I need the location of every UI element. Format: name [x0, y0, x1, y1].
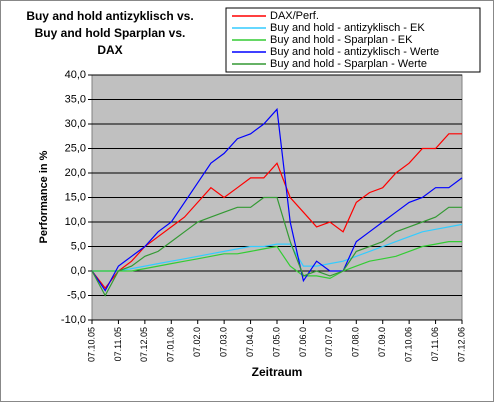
x-tick-label: 07.12.06 — [456, 327, 466, 362]
legend-label: Buy and hold - antizyklisch - EK — [270, 22, 425, 34]
y-tick-label: 25,0 — [65, 142, 86, 154]
y-tick-label: 10,0 — [65, 216, 86, 228]
y-tick-label: 30,0 — [65, 118, 86, 130]
x-tick-label: 07.04.0 — [245, 327, 255, 357]
x-tick-label: 07.11.05 — [113, 327, 123, 361]
y-tick-label: 35,0 — [65, 93, 86, 105]
chart-title: DAX — [97, 43, 122, 57]
x-tick-label: 07.08.0 — [351, 327, 361, 357]
x-tick-label: 07.12.05 — [139, 327, 149, 362]
series-line — [91, 196, 462, 297]
y-tick-label: 0,0 — [71, 265, 86, 277]
x-tick-label: 07.09.0 — [377, 327, 387, 357]
series-line — [92, 223, 463, 272]
y-axis-label: Performance in % — [38, 150, 50, 243]
x-tick-label: 07.02.0 — [192, 327, 202, 357]
chart-title: Buy and hold antizyklisch vs. — [26, 9, 193, 23]
y-tick-label: 15,0 — [65, 191, 86, 203]
legend-box — [225, 7, 481, 73]
x-tick-label: 07.01.06 — [166, 327, 176, 362]
x-axis-label: Zeitraum — [252, 365, 303, 379]
y-tick-label: -10,0 — [61, 314, 86, 326]
series-line — [91, 133, 462, 290]
x-tick-label: 07.06.0 — [298, 327, 308, 357]
legend-label: Buy and hold - antizyklisch - Werte — [270, 46, 439, 58]
y-tick-label: -5,0 — [67, 289, 86, 301]
y-tick-label: 5,0 — [71, 240, 86, 252]
x-tick-label: 07.03.0 — [219, 327, 229, 357]
series-line — [92, 241, 462, 280]
x-tick-label: 07.10.06 — [404, 327, 414, 362]
chart-title: Buy and hold Sparplan vs. — [35, 26, 186, 40]
x-tick-label: 07.05.0 — [271, 327, 281, 357]
x-tick-label: 07.07.0 — [324, 327, 334, 357]
y-tick-label: 40,0 — [65, 69, 86, 81]
legend-label: DAX/Perf. — [270, 10, 319, 22]
legend-label: Buy and hold - Sparplan - Werte — [270, 58, 427, 70]
x-tick-label: 07.10.05 — [86, 327, 96, 362]
y-tick-label: 20,0 — [65, 167, 86, 179]
series-line — [91, 107, 463, 292]
legend-label: Buy and hold - Sparplan - EK — [270, 34, 413, 46]
x-tick-label: 07.11.06 — [430, 327, 440, 361]
